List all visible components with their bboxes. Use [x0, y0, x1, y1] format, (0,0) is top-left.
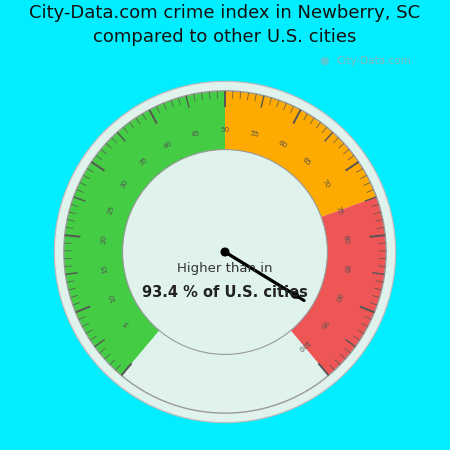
Circle shape	[124, 151, 326, 353]
Wedge shape	[64, 91, 225, 375]
Circle shape	[221, 248, 229, 256]
Text: 40: 40	[162, 140, 173, 149]
Text: City-Data.com crime index in Newberry, SC
compared to other U.S. cities: City-Data.com crime index in Newberry, S…	[29, 4, 421, 45]
Circle shape	[56, 83, 394, 421]
Text: 25: 25	[106, 205, 115, 216]
Text: 45: 45	[190, 130, 201, 138]
Text: 75: 75	[335, 205, 344, 216]
Text: Higher than in: Higher than in	[177, 262, 273, 275]
Circle shape	[292, 292, 297, 298]
Text: 90: 90	[333, 292, 342, 303]
Text: 20: 20	[101, 234, 108, 244]
Text: 10: 10	[108, 292, 117, 303]
Text: 30: 30	[119, 179, 129, 189]
Text: ●: ●	[319, 56, 329, 66]
Text: 60: 60	[277, 140, 288, 149]
Text: 70: 70	[321, 179, 331, 189]
Text: 50: 50	[220, 127, 230, 134]
Text: 93.4 % of U.S. cities: 93.4 % of U.S. cities	[142, 285, 308, 301]
Text: 65: 65	[301, 156, 312, 167]
Circle shape	[54, 81, 396, 423]
Text: 5: 5	[123, 320, 130, 327]
Text: City-Data.com: City-Data.com	[336, 56, 411, 66]
Text: 85: 85	[342, 264, 349, 274]
Text: 95: 95	[318, 318, 328, 329]
Text: 100: 100	[296, 338, 310, 352]
Text: 35: 35	[138, 156, 149, 167]
Wedge shape	[291, 197, 386, 375]
Text: 80: 80	[342, 234, 349, 244]
Wedge shape	[225, 91, 376, 217]
Text: 55: 55	[249, 130, 260, 138]
Text: 15: 15	[101, 264, 108, 274]
